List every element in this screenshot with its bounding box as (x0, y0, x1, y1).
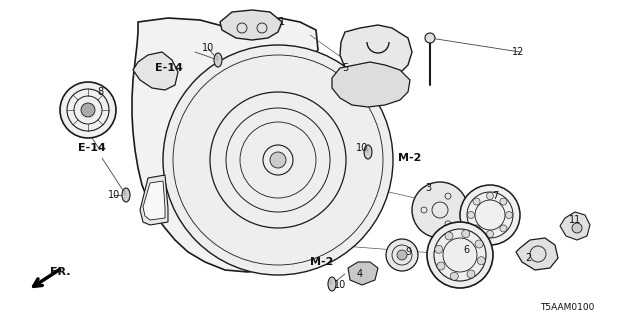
Circle shape (506, 212, 513, 219)
Circle shape (397, 250, 407, 260)
Text: M-2: M-2 (310, 257, 333, 267)
Circle shape (473, 225, 480, 232)
Circle shape (500, 225, 507, 232)
Circle shape (412, 182, 468, 238)
Circle shape (467, 270, 475, 278)
Text: 8: 8 (97, 87, 103, 97)
Polygon shape (140, 175, 168, 225)
Text: 11: 11 (569, 215, 581, 225)
Circle shape (572, 223, 582, 233)
Circle shape (467, 212, 474, 219)
Text: 6: 6 (463, 245, 469, 255)
Circle shape (427, 222, 493, 288)
Ellipse shape (124, 190, 127, 196)
Circle shape (473, 198, 480, 205)
Circle shape (486, 193, 493, 199)
Text: FR.: FR. (50, 267, 70, 277)
Text: 2: 2 (525, 253, 531, 263)
Text: 10: 10 (334, 280, 346, 290)
Polygon shape (143, 181, 165, 220)
Circle shape (461, 230, 470, 238)
Text: 10: 10 (356, 143, 368, 153)
Circle shape (500, 198, 507, 205)
Polygon shape (332, 62, 410, 107)
Text: 4: 4 (357, 269, 363, 279)
Ellipse shape (365, 147, 369, 153)
Text: M-2: M-2 (398, 153, 421, 163)
Polygon shape (516, 238, 558, 270)
Text: 12: 12 (512, 47, 524, 57)
Circle shape (460, 185, 520, 245)
Text: E-14: E-14 (78, 143, 106, 153)
Polygon shape (133, 52, 178, 90)
Text: E-14: E-14 (155, 63, 183, 73)
Circle shape (60, 82, 116, 138)
Text: 10: 10 (108, 190, 120, 200)
Circle shape (425, 33, 435, 43)
Text: 10: 10 (202, 43, 214, 53)
Text: 5: 5 (342, 63, 348, 73)
Text: T5AAM0100: T5AAM0100 (540, 303, 595, 313)
Polygon shape (348, 262, 378, 285)
Ellipse shape (328, 277, 336, 291)
Polygon shape (560, 212, 590, 240)
Circle shape (445, 232, 453, 240)
Text: 3: 3 (425, 183, 431, 193)
Circle shape (437, 262, 445, 270)
Text: 9: 9 (405, 247, 411, 257)
Circle shape (486, 230, 493, 237)
Circle shape (475, 240, 483, 248)
Circle shape (435, 245, 443, 253)
Text: 7: 7 (492, 191, 498, 201)
Circle shape (386, 239, 418, 271)
Circle shape (270, 152, 286, 168)
Text: 1: 1 (279, 17, 285, 27)
Circle shape (477, 257, 485, 265)
Polygon shape (132, 18, 360, 272)
Polygon shape (220, 10, 282, 40)
Circle shape (451, 272, 458, 280)
Ellipse shape (214, 53, 222, 67)
Circle shape (163, 45, 393, 275)
Ellipse shape (330, 279, 333, 285)
Ellipse shape (216, 55, 218, 61)
Polygon shape (340, 25, 412, 82)
Ellipse shape (364, 145, 372, 159)
Ellipse shape (122, 188, 130, 202)
Circle shape (81, 103, 95, 117)
